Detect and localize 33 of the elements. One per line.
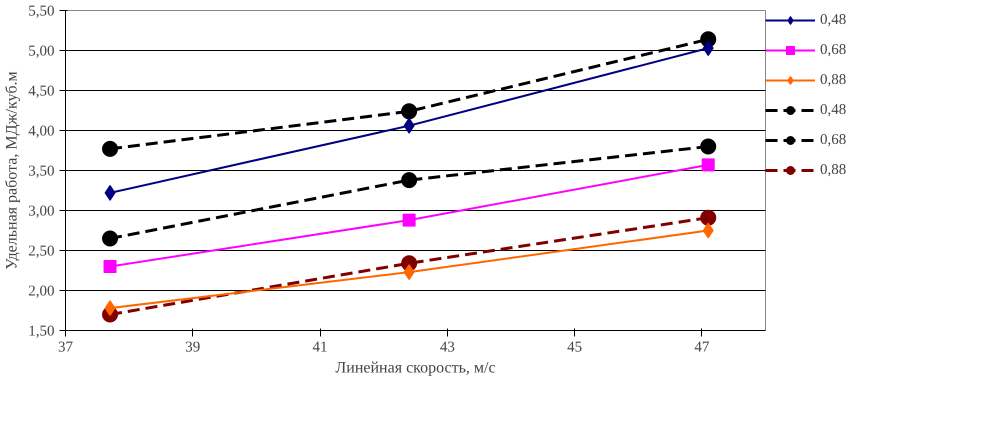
legend-label: 0,48 xyxy=(820,102,848,118)
legend-label: 0,88 xyxy=(820,162,848,178)
x-tick-label: 47 xyxy=(694,340,710,356)
x-axis-title: Линейная скорость, м/с xyxy=(335,360,496,376)
point xyxy=(102,230,118,246)
y-tick-label: 5,50 xyxy=(28,4,54,20)
point xyxy=(401,172,418,188)
y-tick-label: 2,50 xyxy=(28,244,54,260)
legend-label: 0,48 xyxy=(820,12,848,28)
y-axis-title: Удельная работа, МДж/куб.м xyxy=(3,71,20,270)
y-tick-label: 1,50 xyxy=(28,324,54,340)
y-tick-label: 2,00 xyxy=(28,284,54,300)
legend-label: 0,88 xyxy=(820,72,848,88)
legend-label: 0,68 xyxy=(820,42,848,58)
y-tick-label: 4,50 xyxy=(28,84,54,100)
point xyxy=(402,214,416,227)
point xyxy=(700,210,716,226)
x-tick-label: 43 xyxy=(440,340,455,356)
y-tick-label: 4,00 xyxy=(28,124,54,140)
x-tick-label: 37 xyxy=(58,340,74,356)
legend-label: 0,68 xyxy=(820,132,848,148)
point xyxy=(702,158,715,172)
x-tick-label: 39 xyxy=(185,340,200,356)
point xyxy=(700,138,716,154)
x-tick-label: 45 xyxy=(567,340,582,356)
x-tick-label: 41 xyxy=(312,340,328,356)
y-tick-label: 5,00 xyxy=(28,44,54,60)
y-tick-label: 3,00 xyxy=(28,204,54,220)
point xyxy=(702,222,714,238)
y-tick-label: 3,50 xyxy=(28,164,54,180)
point xyxy=(102,140,118,157)
point xyxy=(401,103,418,120)
point xyxy=(104,260,117,273)
